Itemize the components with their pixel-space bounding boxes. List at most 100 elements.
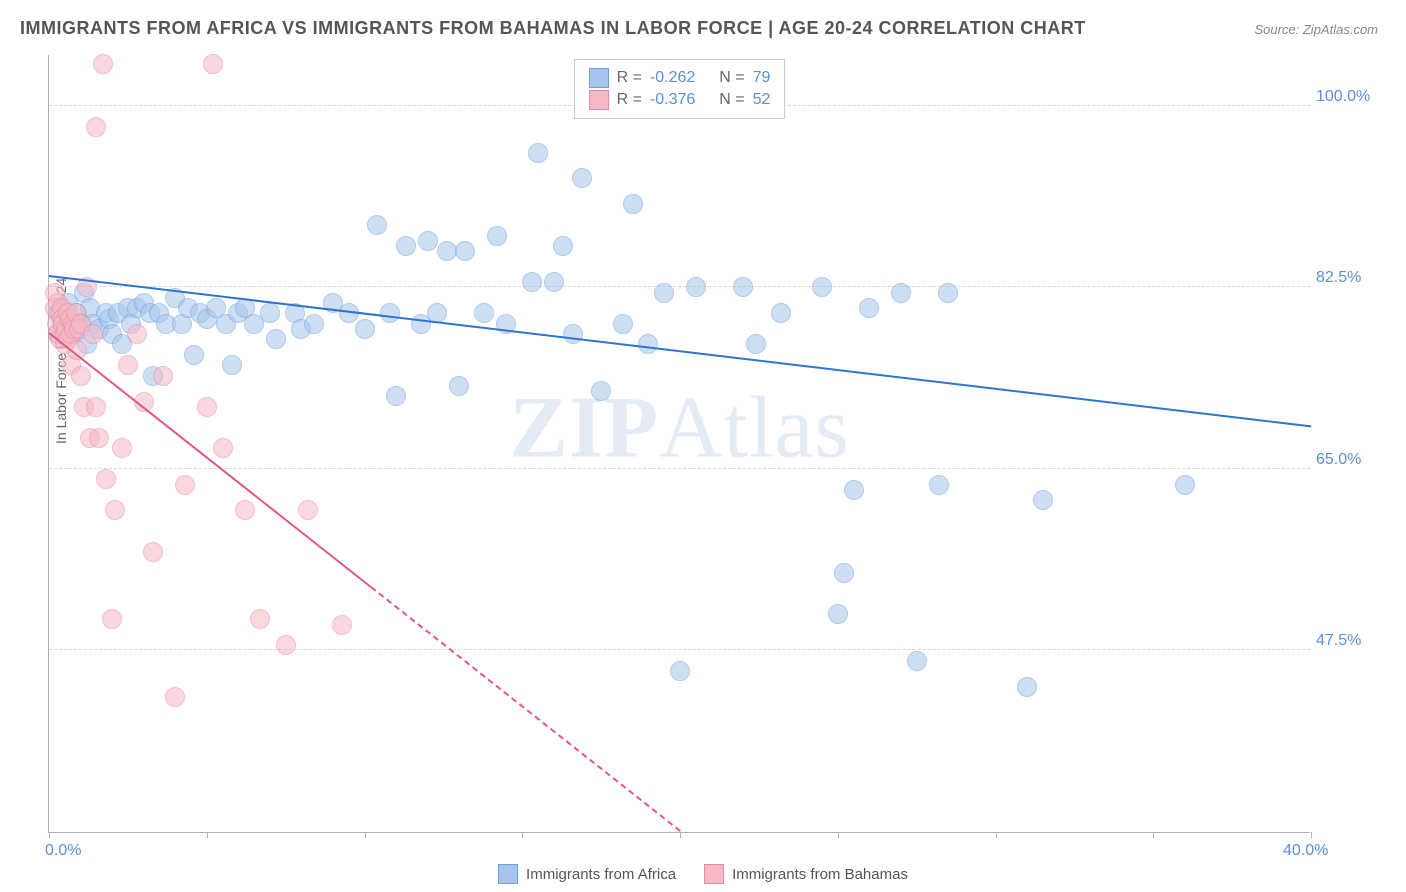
data-point [686, 277, 706, 297]
data-point [474, 303, 494, 323]
data-point [250, 609, 270, 629]
data-point [553, 236, 573, 256]
data-point [235, 500, 255, 520]
data-point [143, 542, 163, 562]
data-point [418, 231, 438, 251]
ytick-label: 82.5% [1316, 269, 1396, 287]
watermark-zip: ZIP [509, 379, 659, 476]
trend-line [370, 586, 680, 832]
data-point [1033, 490, 1053, 510]
data-point [771, 303, 791, 323]
data-point [670, 661, 690, 681]
data-point [1175, 475, 1195, 495]
data-point [613, 314, 633, 334]
data-point [332, 615, 352, 635]
data-point [828, 604, 848, 624]
legend-row-series1: R = -0.262 N = 79 [589, 68, 771, 88]
n-value-series2: 52 [753, 91, 771, 109]
chart-title: IMMIGRANTS FROM AFRICA VS IMMIGRANTS FRO… [20, 18, 1086, 39]
data-point [298, 500, 318, 520]
data-point [380, 303, 400, 323]
data-point [812, 277, 832, 297]
data-point [1017, 677, 1037, 697]
data-point [86, 117, 106, 137]
data-point [304, 314, 324, 334]
legend-item-series1: Immigrants from Africa [498, 864, 676, 884]
data-point [522, 272, 542, 292]
series-legend: Immigrants from Africa Immigrants from B… [498, 864, 908, 884]
ytick-label: 100.0% [1316, 88, 1396, 106]
legend-label-series1: Immigrants from Africa [526, 866, 676, 883]
r-label: R = [617, 69, 642, 87]
data-point [355, 319, 375, 339]
data-point [891, 283, 911, 303]
legend-row-series2: R = -0.376 N = 52 [589, 90, 771, 110]
data-point [276, 635, 296, 655]
xtick-label: 0.0% [45, 842, 81, 860]
watermark: ZIPAtlas [509, 377, 849, 478]
plot-area: In Labor Force | Age 20-24 ZIPAtlas 47.5… [48, 55, 1310, 833]
data-point [455, 241, 475, 261]
data-point [654, 283, 674, 303]
data-point [733, 277, 753, 297]
data-point [844, 480, 864, 500]
r-value-series1: -0.262 [650, 69, 695, 87]
trend-line [48, 332, 371, 588]
data-point [127, 324, 147, 344]
r-label: R = [617, 91, 642, 109]
watermark-atlas: Atlas [659, 379, 850, 476]
data-point [591, 381, 611, 401]
data-point [112, 438, 132, 458]
data-point [487, 226, 507, 246]
data-point [93, 54, 113, 74]
data-point [746, 334, 766, 354]
data-point [396, 236, 416, 256]
xtick-label: 40.0% [1283, 842, 1328, 860]
data-point [386, 386, 406, 406]
data-point [213, 438, 233, 458]
data-point [203, 54, 223, 74]
data-point [367, 215, 387, 235]
trend-line [49, 275, 1311, 427]
data-point [153, 366, 173, 386]
data-point [96, 469, 116, 489]
n-label: N = [719, 91, 744, 109]
legend-label-series2: Immigrants from Bahamas [732, 866, 908, 883]
source-attribution: Source: ZipAtlas.com [1254, 22, 1378, 37]
data-point [449, 376, 469, 396]
data-point [222, 355, 242, 375]
data-point [638, 334, 658, 354]
data-point [102, 609, 122, 629]
data-point [572, 168, 592, 188]
data-point [118, 355, 138, 375]
data-point [165, 687, 185, 707]
data-point [907, 651, 927, 671]
data-point [175, 475, 195, 495]
data-point [544, 272, 564, 292]
swatch-series1 [498, 864, 518, 884]
n-label: N = [719, 69, 744, 87]
data-point [929, 475, 949, 495]
data-point [89, 428, 109, 448]
swatch-series2 [704, 864, 724, 884]
data-point [83, 324, 103, 344]
data-point [266, 329, 286, 349]
ytick-label: 65.0% [1316, 451, 1396, 469]
data-point [563, 324, 583, 344]
n-value-series1: 79 [753, 69, 771, 87]
swatch-series1 [589, 68, 609, 88]
data-point [105, 500, 125, 520]
data-point [834, 563, 854, 583]
ytick-label: 47.5% [1316, 632, 1396, 650]
data-point [71, 366, 91, 386]
data-point [86, 397, 106, 417]
data-point [938, 283, 958, 303]
data-point [197, 397, 217, 417]
swatch-series2 [589, 90, 609, 110]
data-point [260, 303, 280, 323]
data-point [859, 298, 879, 318]
correlation-legend: R = -0.262 N = 79 R = -0.376 N = 52 [574, 59, 786, 119]
data-point [528, 143, 548, 163]
data-point [184, 345, 204, 365]
r-value-series2: -0.376 [650, 91, 695, 109]
